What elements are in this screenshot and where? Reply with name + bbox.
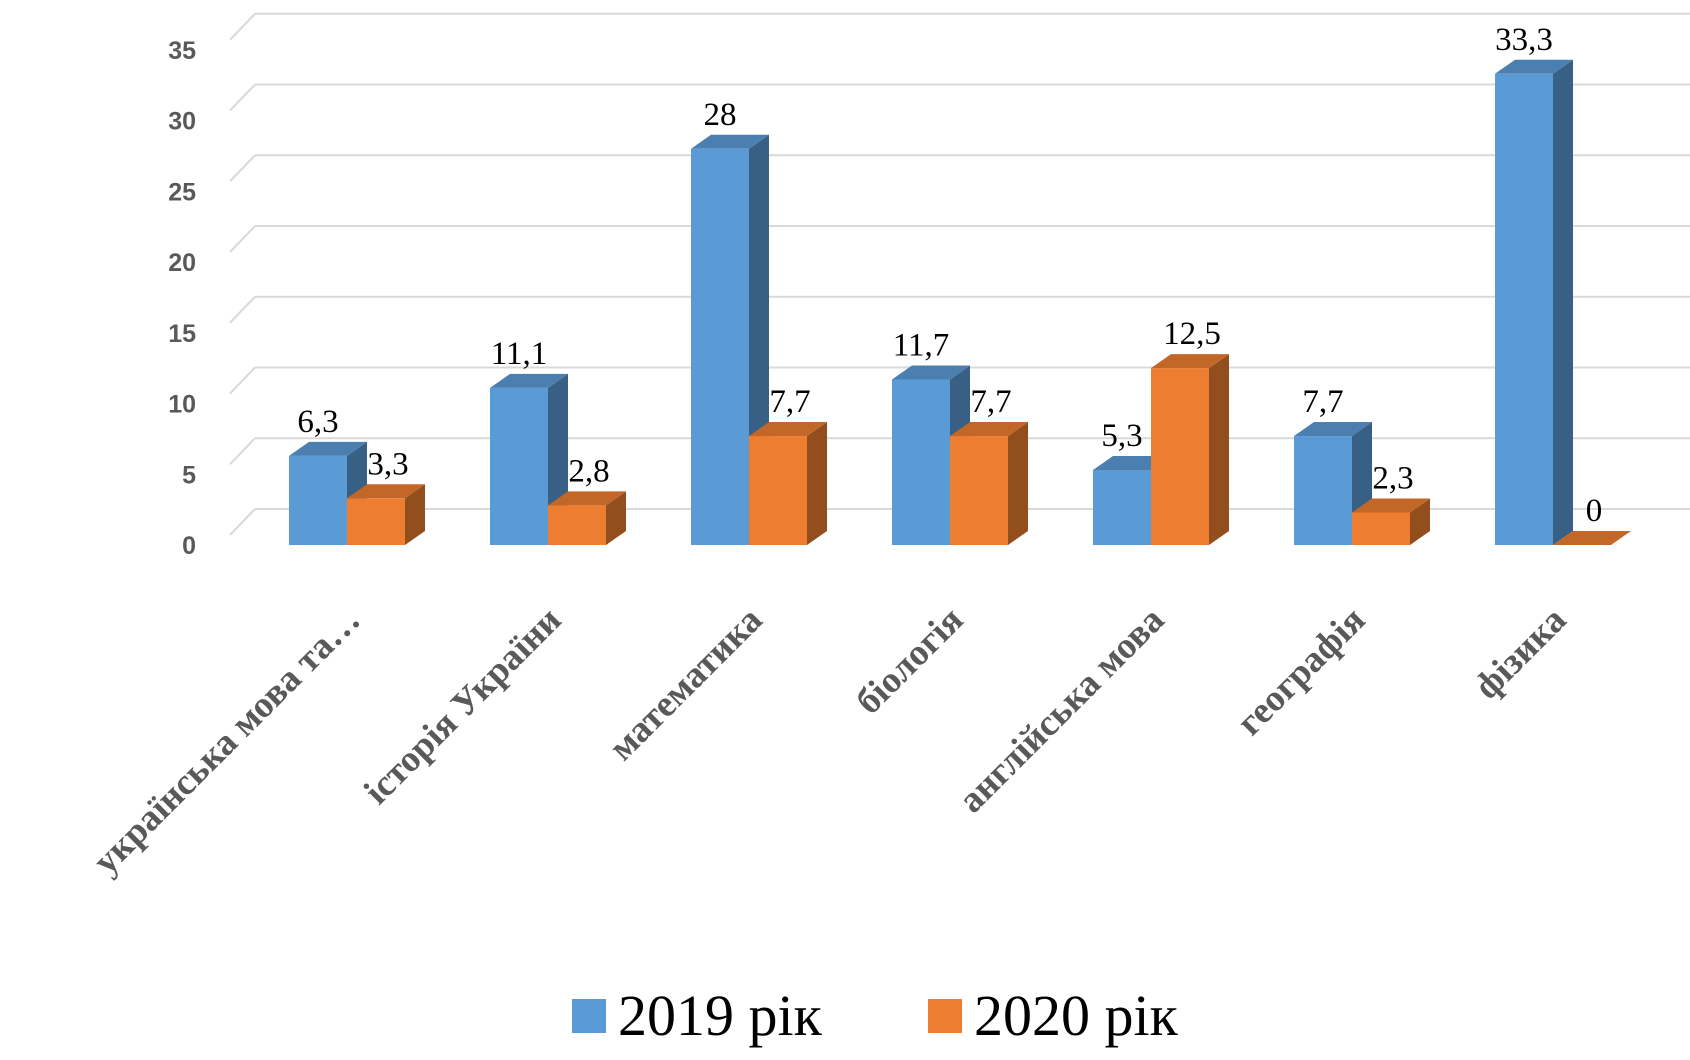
bar-2020	[548, 505, 606, 545]
gridline-depth	[229, 437, 256, 465]
x-tick-label: географія	[1229, 599, 1373, 743]
bar-2020-top	[548, 491, 626, 506]
bar-2019-top	[691, 134, 769, 149]
bar-2020-side	[807, 422, 827, 545]
bar-2019-top	[289, 441, 367, 456]
bar-2020-top	[1352, 498, 1430, 513]
data-labels: 6,3 3,3 11,1 2,8 28 7,7 11,7 7,7 5,3 12,5 7,7 2,3 33…	[297, 22, 1602, 529]
bar-2019	[1495, 73, 1553, 546]
bar-2020	[1151, 368, 1209, 545]
bar-2020	[950, 436, 1008, 545]
bar-2020	[1352, 512, 1410, 545]
data-label: 7,7	[769, 384, 810, 420]
y-tick-label: 5	[182, 461, 196, 489]
bar-2019	[289, 455, 347, 545]
gridline-depth	[229, 83, 256, 112]
data-label: 11,7	[893, 327, 950, 363]
legend-swatch-2020	[928, 999, 962, 1033]
bar-2020-side	[1209, 354, 1229, 545]
gridline-depth	[229, 13, 256, 41]
bar-2019	[1294, 436, 1352, 545]
legend: 2019 рік 2020 рік	[572, 983, 1179, 1048]
bar-2020-side	[1410, 498, 1430, 545]
data-label: 3,3	[367, 446, 408, 482]
bar-2020-side	[1008, 422, 1028, 545]
data-label: 2,8	[568, 453, 609, 489]
y-tick-label: 35	[168, 37, 196, 65]
bar-2020-side	[606, 491, 626, 545]
gridline-depth	[229, 366, 256, 395]
x-tick-label: біологія	[848, 599, 971, 722]
y-tick-label: 0	[182, 532, 196, 560]
y-tick-label: 30	[168, 108, 196, 136]
data-label: 0	[1586, 493, 1603, 529]
gridline-depth	[229, 225, 256, 253]
x-tick-label: англійська мова	[951, 599, 1173, 821]
bar-2019-top	[1294, 422, 1372, 437]
data-label: 5,3	[1101, 418, 1142, 454]
data-label: 7,7	[1302, 384, 1343, 420]
bar-2019-top	[1495, 59, 1573, 74]
x-tick-label: історія України	[356, 599, 569, 812]
data-label: 33,3	[1495, 22, 1553, 58]
data-label: 28	[704, 97, 737, 133]
y-tick-label: 10	[168, 391, 196, 419]
legend-label-2019: 2019 рік	[618, 983, 823, 1048]
data-label: 7,7	[970, 384, 1011, 420]
y-tick-label: 25	[168, 178, 196, 206]
data-label: 6,3	[297, 404, 338, 440]
gridline-depth	[229, 154, 256, 182]
x-axis: українська мова та…історія України матема…	[85, 599, 1574, 882]
bar-2020-top	[749, 422, 827, 437]
x-tick-label: українська мова та…	[85, 599, 368, 882]
legend-label-2020: 2020 рік	[974, 983, 1179, 1048]
data-label: 2,3	[1372, 460, 1413, 496]
bar-2020-top	[1151, 354, 1229, 369]
data-label: 11,1	[491, 336, 548, 372]
bars	[289, 59, 1631, 546]
bar-2019	[892, 379, 950, 545]
bar-2019-top	[490, 373, 568, 388]
x-tick-label: фізика	[1467, 599, 1575, 707]
data-label: 12,5	[1163, 316, 1221, 352]
bar-2019-top	[892, 365, 970, 380]
bar-2019	[1093, 470, 1151, 545]
bar-2020-top	[1553, 531, 1631, 545]
bar-2019	[691, 148, 749, 546]
legend-swatch-2019	[572, 999, 606, 1033]
y-tick-label: 15	[168, 320, 196, 348]
gridline-depth	[229, 296, 256, 324]
bar-2019	[490, 387, 548, 545]
y-axis: 0 5 10 15 20 25 30 35	[168, 37, 196, 560]
bar-2020-side	[405, 484, 425, 545]
bar-2020-top	[950, 422, 1028, 437]
y-tick-label: 20	[168, 249, 196, 277]
bar-2020-top	[347, 484, 425, 499]
gridline-depth	[229, 508, 256, 536]
bar-2020	[347, 498, 405, 545]
x-tick-label: математика	[601, 599, 770, 768]
bar-2020	[749, 436, 807, 545]
bar-2019-side	[1553, 59, 1573, 546]
